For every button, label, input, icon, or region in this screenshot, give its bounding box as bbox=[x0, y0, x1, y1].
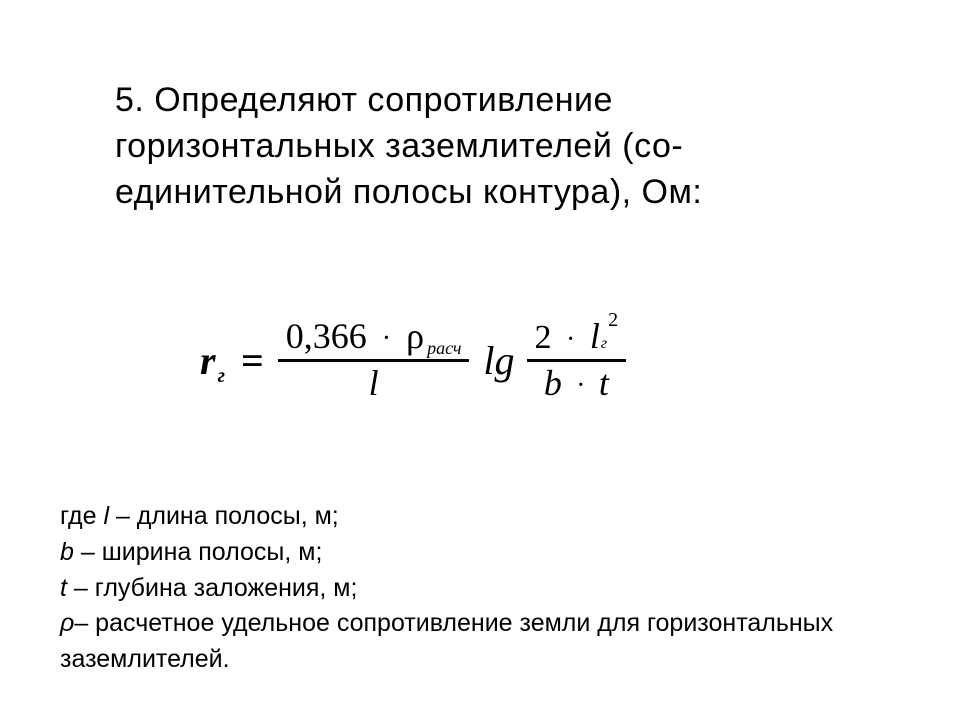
formula-rho: ρ расч bbox=[406, 317, 461, 357]
legend-l4-var: ρ bbox=[60, 609, 74, 637]
legend-l4-post: – расчетное удельное сопротивление земли… bbox=[74, 609, 833, 637]
dot-icon: · bbox=[566, 325, 575, 356]
legend-line-1: где l – длина полосы, м; bbox=[60, 500, 900, 534]
formula-frac2-num: 2 · l г 2 bbox=[527, 315, 627, 359]
formula-coeff: 0,366 bbox=[286, 316, 367, 356]
formula-l-var: l bbox=[590, 317, 600, 357]
dot-icon: · bbox=[577, 371, 584, 402]
heading-block: 5. Определяют сопротивление горизонтальн… bbox=[115, 78, 835, 216]
formula-lg: lg bbox=[483, 337, 514, 384]
formula-fraction-2: 2 · l г 2 b · t bbox=[527, 315, 627, 405]
legend-line-3: t – глубина заложения, м; bbox=[60, 572, 900, 606]
legend-line-5: заземлителей. bbox=[60, 643, 900, 677]
formula-fraction-1: 0,366 · ρ расч l bbox=[278, 315, 470, 405]
formula-b: b bbox=[544, 363, 562, 403]
heading-line-3: единительной полосы контура), Ом: bbox=[115, 170, 835, 216]
formula-l-squared: l г 2 bbox=[590, 317, 618, 357]
legend-l2-post: – ширина полосы, м; bbox=[74, 538, 323, 566]
formula-frac2-den: b · t bbox=[536, 362, 617, 406]
formula-lhs-var: r bbox=[200, 337, 216, 384]
legend-l2-var: b bbox=[60, 538, 74, 566]
legend-line-2: b – ширина полосы, м; bbox=[60, 536, 900, 570]
formula: r г = 0,366 · ρ расч l lg 2 · l bbox=[200, 280, 760, 440]
legend-l1-post: – длина полосы, м; bbox=[109, 502, 339, 530]
formula-rho-sym: ρ bbox=[406, 317, 424, 357]
formula-lhs-sub: г bbox=[218, 365, 225, 388]
formula-frac1-den: l bbox=[361, 362, 387, 406]
formula-l-sub: г bbox=[601, 335, 607, 353]
dot-icon: · bbox=[382, 324, 391, 355]
heading-line-1: 5. Определяют сопротивление bbox=[115, 78, 835, 124]
legend-l1-pre: где bbox=[60, 502, 103, 530]
legend-block: где l – длина полосы, м; b – ширина поло… bbox=[60, 500, 900, 679]
legend-l3-var: t bbox=[60, 574, 67, 602]
formula-two: 2 bbox=[535, 319, 552, 356]
legend-l3-post: – глубина заложения, м; bbox=[67, 574, 358, 602]
formula-t: t bbox=[599, 363, 609, 403]
formula-block: r г = 0,366 · ρ расч l lg 2 · l bbox=[200, 280, 760, 440]
formula-equals: = bbox=[241, 337, 264, 384]
heading-line-2: горизонтальных заземлителей (со- bbox=[115, 124, 835, 170]
formula-frac1-num: 0,366 · ρ расч bbox=[278, 315, 470, 359]
formula-l-sup: 2 bbox=[608, 309, 618, 331]
formula-lhs: r г bbox=[200, 337, 225, 384]
legend-line-4: ρ– расчетное удельное сопротивление земл… bbox=[60, 607, 900, 641]
formula-rho-sub: расч bbox=[427, 339, 461, 359]
